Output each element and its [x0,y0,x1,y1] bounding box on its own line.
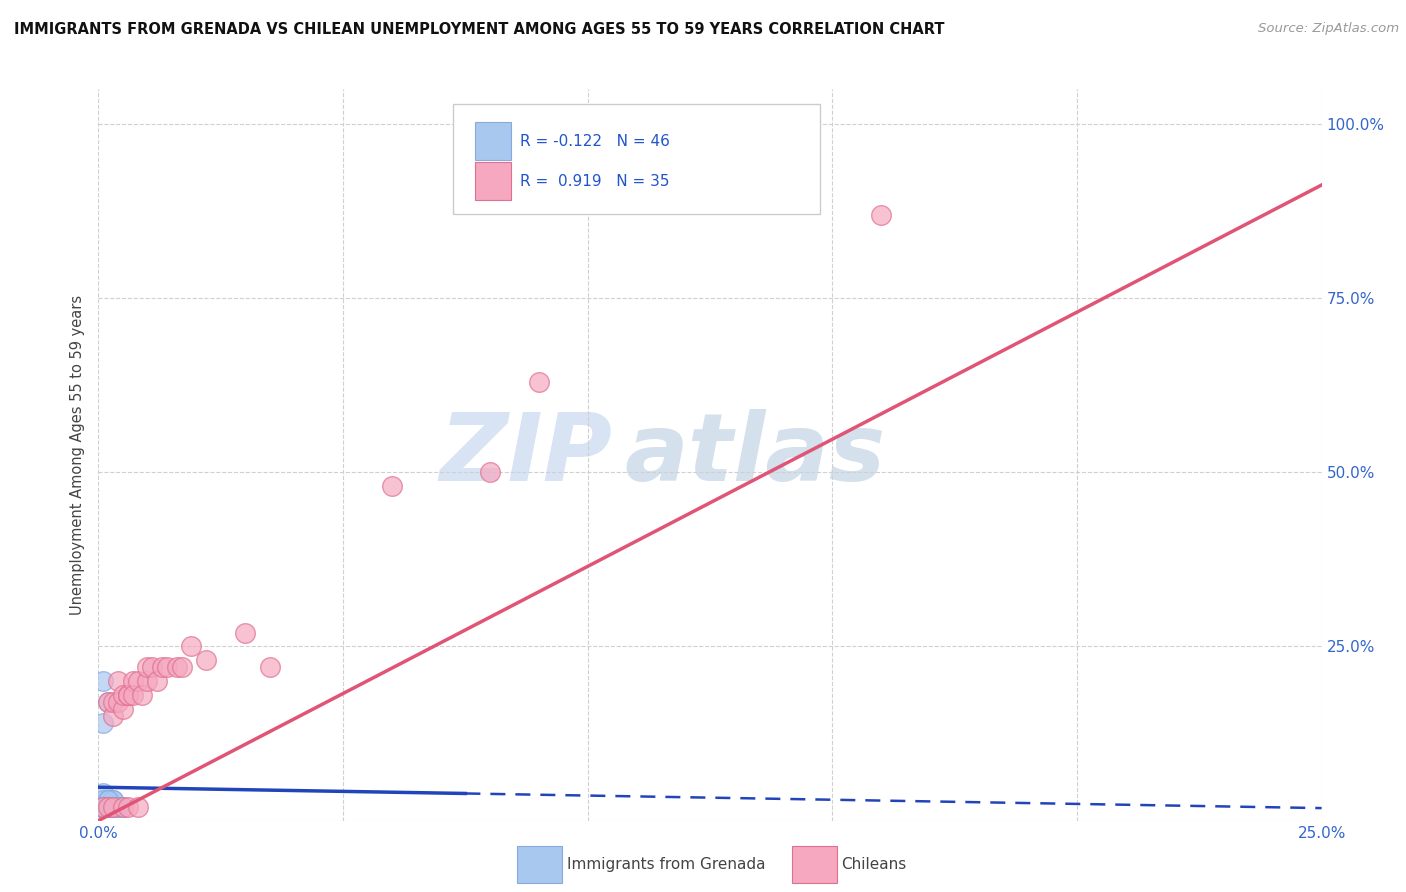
Point [97,799,120,814]
Point [97,799,120,814]
Point [107,799,129,814]
Point [91,799,114,814]
Point [259,660,281,674]
Point [527,375,550,389]
Point [91,786,114,800]
Point [136,674,159,689]
Point [136,660,159,674]
Text: Immigrants from Grenada: Immigrants from Grenada [567,857,765,871]
Point [107,799,129,814]
Point [91,799,114,814]
Point [97,799,120,814]
Point [111,799,134,814]
Point [127,799,149,814]
Point [91,799,114,814]
Text: R = -0.122   N = 46: R = -0.122 N = 46 [520,134,671,149]
Point [97,799,120,814]
Point [97,799,120,814]
Point [91,799,114,814]
Point [97,695,120,709]
Point [97,799,120,814]
Point [91,799,114,814]
Point [97,799,120,814]
Point [101,799,124,814]
Point [101,799,124,814]
Point [101,793,124,807]
Point [146,674,169,689]
Point [97,799,120,814]
Text: atlas: atlas [624,409,886,501]
Point [111,688,134,702]
Point [97,793,120,807]
FancyBboxPatch shape [453,103,820,213]
Point [150,660,173,674]
Point [97,799,120,814]
Point [121,674,143,689]
Text: R =  0.919   N = 35: R = 0.919 N = 35 [520,174,669,189]
Point [107,674,129,689]
Point [101,799,124,814]
Point [91,716,114,731]
Point [91,799,114,814]
Point [91,799,114,814]
Point [91,799,114,814]
Point [91,799,114,814]
Point [195,653,218,667]
Point [141,660,163,674]
Point [117,688,139,702]
Point [91,799,114,814]
Point [101,709,124,723]
Point [97,799,120,814]
Point [91,799,114,814]
Point [170,660,193,674]
Point [111,702,134,716]
Point [91,799,114,814]
Point [121,688,143,702]
Point [156,660,179,674]
Point [101,799,124,814]
Point [233,625,256,640]
Point [91,799,114,814]
Point [91,674,114,689]
Point [166,660,188,674]
Point [180,640,202,654]
Point [97,799,120,814]
Text: IMMIGRANTS FROM GRENADA VS CHILEAN UNEMPLOYMENT AMONG AGES 55 TO 59 YEARS CORREL: IMMIGRANTS FROM GRENADA VS CHILEAN UNEMP… [14,22,945,37]
Point [107,695,129,709]
Point [131,688,153,702]
Point [91,799,114,814]
Point [91,799,114,814]
Point [97,799,120,814]
Point [101,799,124,814]
Point [111,799,134,814]
Point [91,793,114,807]
Point [101,793,124,807]
Point [97,799,120,814]
Point [97,799,120,814]
Point [381,479,404,493]
Point [117,688,139,702]
Point [127,674,149,689]
Y-axis label: Unemployment Among Ages 55 to 59 years: Unemployment Among Ages 55 to 59 years [70,295,86,615]
Point [97,793,120,807]
Point [97,793,120,807]
Text: ZIP: ZIP [439,409,612,501]
Point [101,695,124,709]
Text: Chileans: Chileans [841,857,905,871]
Point [870,208,893,222]
Point [101,799,124,814]
Point [117,799,139,814]
Point [97,799,120,814]
FancyBboxPatch shape [475,122,510,161]
Text: Source: ZipAtlas.com: Source: ZipAtlas.com [1258,22,1399,36]
Point [97,695,120,709]
Point [478,466,501,480]
FancyBboxPatch shape [475,162,510,201]
